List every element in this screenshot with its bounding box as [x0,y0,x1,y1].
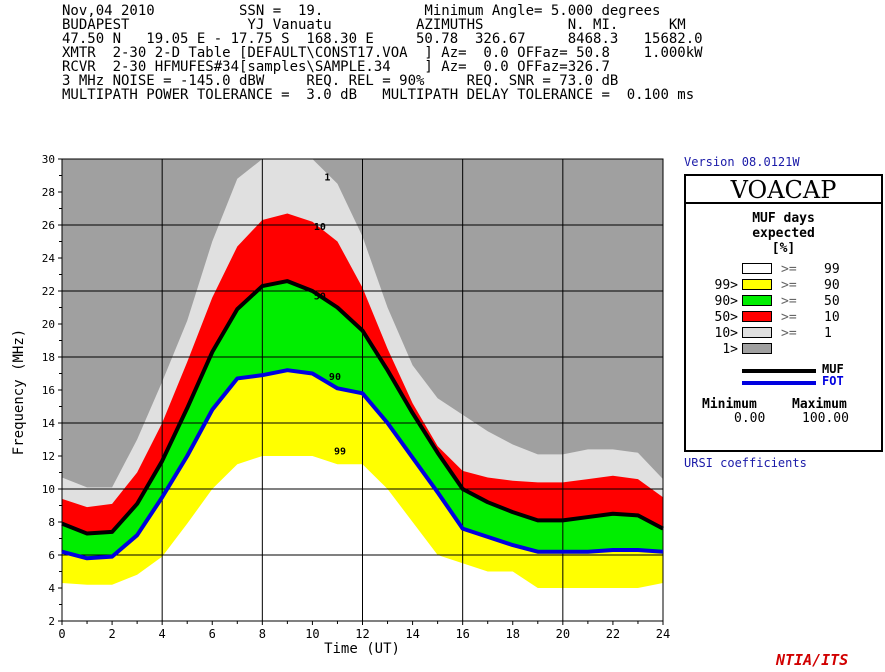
x-tick-label: 16 [455,627,469,641]
legend-color-swatch [742,327,772,338]
y-tick-label: 2 [48,615,55,628]
x-tick-label: 12 [355,627,369,641]
header-line-7: MULTIPATH POWER TOLERANCE = 3.0 dB MULTI… [62,87,695,103]
y-tick-label: 12 [42,450,55,463]
legend-color-swatch [742,263,772,274]
y-tick-label: 28 [42,186,55,199]
legend-row-lower: 50> [714,310,738,325]
x-tick-label: 14 [405,627,419,641]
ursi-coefficients-label: URSI coefficients [684,456,807,470]
fot-line [61,368,664,561]
x-tick-label: 6 [209,627,216,641]
muf-line [61,279,664,536]
minimum-value: 0.00 [734,411,766,426]
minimum-label: Minimum [702,397,757,412]
legend-subtitle-2: expected [752,226,815,241]
legend-row-lower: 90> [714,294,738,309]
legend-row: 10> >= 1 [686,326,881,341]
contour-label: 50 [314,291,326,302]
fot-line-swatch [742,381,816,385]
legend-row-upper: 10 [824,310,840,325]
y-tick-label: 24 [42,252,56,265]
y-tick-label: 30 [42,153,55,166]
legend-row-operator: >= [781,278,797,293]
legend-subtitle-1: MUF days [752,211,815,226]
legend-row: 50> >= 10 [686,310,881,325]
x-tick-label: 8 [259,627,266,641]
legend-title: VOACAP [686,176,881,204]
legend-row-upper: 1 [824,326,832,341]
maximum-label: Maximum [792,397,847,412]
y-tick-label: 18 [42,351,55,364]
legend-row: 1> [686,342,881,357]
y-tick-label: 16 [42,384,55,397]
header-line-5: RCVR 2-30 HFMUFES#34[samples\SAMPLE.34 ]… [62,59,610,75]
ntia-its-logo: NTIA/ITS [776,651,849,669]
muf-line-swatch [742,369,816,373]
muf-fot-lines [61,279,664,561]
legend-row-operator: >= [781,326,797,341]
x-axis-title: Time (UT) [324,641,400,657]
x-tick-label: 20 [556,627,570,641]
y-tick-label: 6 [48,549,55,562]
y-tick-label: 26 [42,219,55,232]
y-axis-title: Frequency (MHz) [11,329,27,455]
contour-labels: 1 10 50 90 99 [314,172,346,457]
legend-color-swatch [742,311,772,322]
legend-row-upper: 99 [824,262,840,277]
legend-muf-row: MUF [742,362,882,376]
legend-row-lower: 99> [714,278,738,293]
legend-row: 90> >= 50 [686,294,881,309]
fot-label: FOT [822,374,844,388]
version-label: Version 08.0121W [684,155,800,169]
legend-color-swatch [742,279,772,290]
legend-panel: VOACAP MUF days expected [%] >= 99 99> >= 90… [684,174,883,452]
x-tick-label: 24 [656,627,670,641]
legend-row-operator: >= [781,262,797,277]
y-tick-label: 4 [48,582,55,595]
y-tick-label: 10 [42,483,55,496]
x-tick-label: 0 [58,627,65,641]
x-tick-label: 2 [108,627,115,641]
y-tick-label: 14 [42,417,56,430]
y-tick-label: 22 [42,285,55,298]
x-tick-label: 10 [305,627,319,641]
header-line-6: 3 MHz NOISE = -145.0 dBW REQ. REL = 90% … [62,73,619,89]
legend-row-lower: 10> [714,326,738,341]
maximum-value: 100.00 [802,411,849,426]
x-tick-label: 18 [506,627,520,641]
legend-row-upper: 50 [824,294,840,309]
legend-color-swatch [742,343,772,354]
legend-row: 99> >= 90 [686,278,881,293]
legend-row-operator: >= [781,310,797,325]
legend-row-lower: 1> [722,342,738,357]
header-line-4: XMTR 2-30 2-D Table [DEFAULT\CONST17.VOA… [62,45,703,61]
header-line-1: Nov,04 2010 SSN = 19. Minimum Angle= 5.0… [62,3,661,19]
y-tick-label: 8 [48,516,55,529]
contour-label: 99 [334,446,346,457]
legend-row: >= 99 [686,262,881,277]
x-tick-label: 22 [606,627,620,641]
legend-color-swatch [742,295,772,306]
legend-row-upper: 90 [824,278,840,293]
header-line-3: 47.50 N 19.05 E - 17.75 S 168.30 E 50.78… [62,31,703,47]
header-line-2: BUDAPEST YJ Vanuatu AZIMUTHS N. MI. KM [62,17,686,33]
contour-label: 90 [329,372,341,383]
x-axis-ticks: 0 2 4 6 8 10 12 14 16 18 20 22 24 [58,621,670,641]
legend-row-operator: >= [781,294,797,309]
y-tick-label: 20 [42,318,55,331]
contour-label: 10 [314,222,326,233]
contour-label: 1 [324,172,330,183]
legend-subtitle-3: [%] [771,241,796,256]
legend-fot-row: FOT [742,374,882,388]
x-tick-label: 4 [159,627,166,641]
muf-label: MUF [822,362,844,376]
